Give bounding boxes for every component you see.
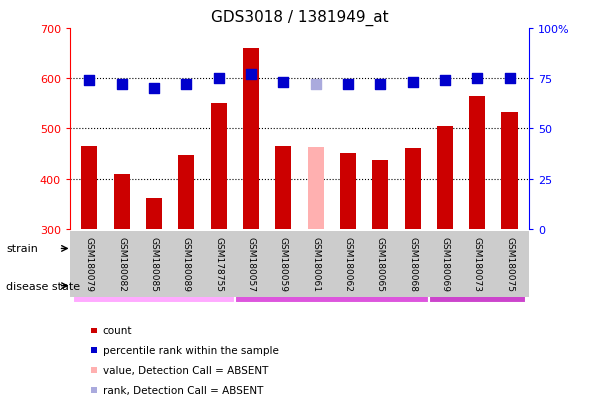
Point xyxy=(505,76,514,82)
Text: GSM180062: GSM180062 xyxy=(344,237,353,291)
Text: GSM180065: GSM180065 xyxy=(376,237,385,292)
Point xyxy=(85,78,94,84)
Point xyxy=(117,82,126,88)
Bar xyxy=(210,104,227,229)
Text: hypertensive: hypertensive xyxy=(328,244,401,254)
Text: GSM180075: GSM180075 xyxy=(505,237,514,292)
Bar xyxy=(73,268,235,304)
Bar xyxy=(202,231,526,266)
Point xyxy=(181,82,191,88)
Bar xyxy=(275,147,291,229)
Point xyxy=(440,78,450,84)
Text: control: control xyxy=(134,281,173,291)
Text: GSM180089: GSM180089 xyxy=(182,237,191,292)
Bar xyxy=(308,148,323,229)
Bar xyxy=(372,161,389,229)
Text: disease state: disease state xyxy=(6,281,80,291)
Bar xyxy=(243,49,259,229)
Bar xyxy=(404,149,421,229)
Bar xyxy=(73,231,202,266)
Text: percentile rank within the sample: percentile rank within the sample xyxy=(103,345,278,355)
Point xyxy=(472,76,482,82)
Text: GSM180057: GSM180057 xyxy=(246,237,255,292)
Text: count: count xyxy=(103,325,133,335)
Bar xyxy=(437,126,453,229)
Text: GSM180073: GSM180073 xyxy=(473,237,482,292)
Text: GSM180061: GSM180061 xyxy=(311,237,320,292)
Bar xyxy=(429,268,526,304)
Text: GSM180082: GSM180082 xyxy=(117,237,126,291)
Point xyxy=(246,72,256,78)
Text: strain: strain xyxy=(6,244,38,254)
Text: GSM180068: GSM180068 xyxy=(408,237,417,292)
Point xyxy=(214,76,224,82)
Text: failure: failure xyxy=(460,281,495,291)
Bar xyxy=(81,147,97,229)
Point xyxy=(278,80,288,86)
Bar xyxy=(235,268,429,304)
Text: compensated: compensated xyxy=(294,281,370,291)
Bar xyxy=(469,97,485,229)
Point xyxy=(375,82,385,88)
Bar xyxy=(502,113,517,229)
Title: GDS3018 / 1381949_at: GDS3018 / 1381949_at xyxy=(210,10,389,26)
Text: non-hypertensive: non-hypertensive xyxy=(89,244,187,254)
Text: rank, Detection Call = ABSENT: rank, Detection Call = ABSENT xyxy=(103,385,263,395)
Text: value, Detection Call = ABSENT: value, Detection Call = ABSENT xyxy=(103,365,268,375)
Text: GSM180069: GSM180069 xyxy=(440,237,449,292)
Point xyxy=(408,80,418,86)
Bar xyxy=(178,156,195,229)
Point xyxy=(149,85,159,92)
Bar xyxy=(114,174,130,229)
Text: GSM180079: GSM180079 xyxy=(85,237,94,292)
Text: GSM180085: GSM180085 xyxy=(150,237,159,292)
Text: GSM178755: GSM178755 xyxy=(214,237,223,292)
Bar xyxy=(146,198,162,229)
Bar xyxy=(340,154,356,229)
Text: GSM180059: GSM180059 xyxy=(279,237,288,292)
Point xyxy=(343,82,353,88)
Point xyxy=(311,82,320,88)
